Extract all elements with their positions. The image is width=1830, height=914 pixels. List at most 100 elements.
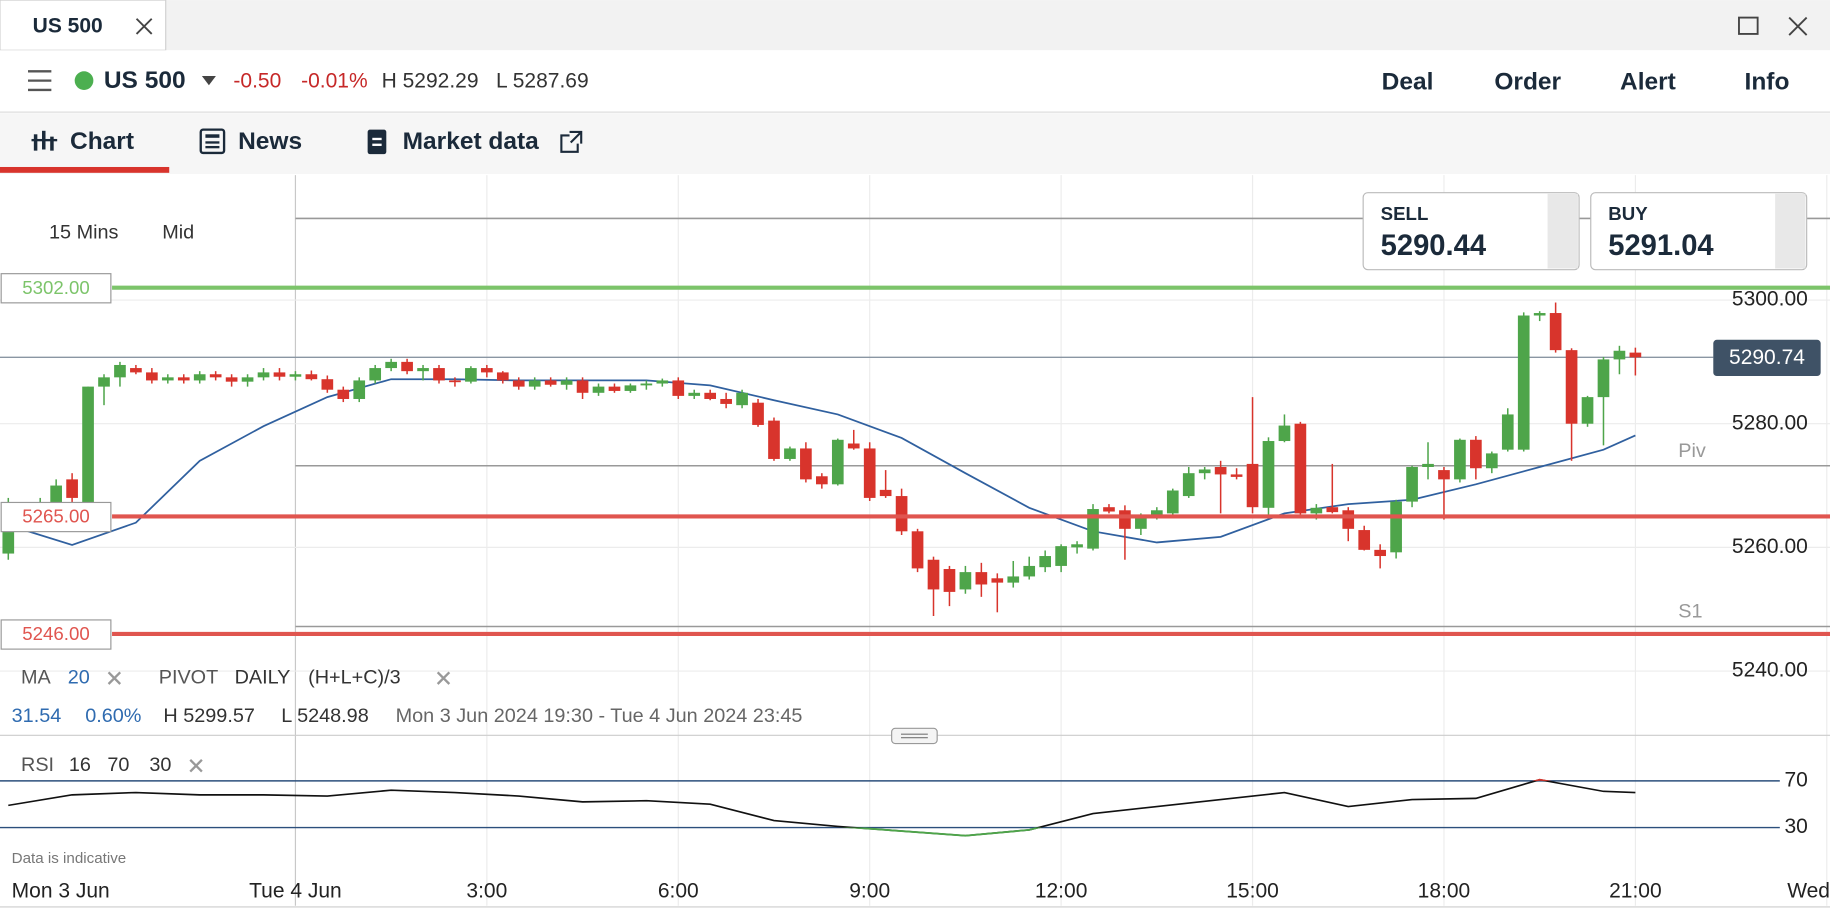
buy-button[interactable]: BUY 5291.04 — [1590, 192, 1808, 271]
change-pct: -0.01% — [301, 69, 368, 92]
remove-ma[interactable] — [107, 671, 122, 685]
candle-body — [576, 380, 589, 393]
maximize-button[interactable] — [1738, 16, 1759, 35]
candle-body — [1103, 507, 1115, 512]
candle-body — [1326, 507, 1339, 513]
candle-body — [927, 559, 940, 590]
candle-body — [481, 368, 493, 373]
x-tick-label: 12:00 — [1035, 879, 1088, 902]
candle-body — [50, 485, 62, 505]
market-status — [74, 71, 94, 90]
pivot-formula[interactable]: (H+L+C)/3 — [308, 666, 401, 688]
pivot-label: S1 — [1678, 601, 1702, 623]
candle-body — [257, 372, 270, 378]
y-tick-label: 5240.00 — [1732, 659, 1808, 682]
interval-selector[interactable]: 15 Mins — [49, 222, 119, 244]
candle-body — [1565, 350, 1578, 424]
candle-body — [193, 374, 206, 381]
candle-body — [1374, 549, 1386, 557]
candle-body — [321, 379, 334, 390]
candle-body — [1422, 463, 1434, 467]
candle-body — [1406, 466, 1418, 502]
pivot-period[interactable]: DAILY — [235, 666, 291, 688]
buy-price: 5291.04 — [1608, 230, 1714, 262]
candle-body — [624, 385, 637, 391]
candle-body — [1119, 510, 1131, 529]
candle-body — [1007, 576, 1020, 583]
order-button[interactable]: Order — [1494, 68, 1561, 95]
level-box — [0, 619, 112, 650]
candle-body — [640, 383, 653, 386]
last-price-label: 5290.74 — [1729, 346, 1805, 369]
instrument-name[interactable]: US 500 — [104, 67, 186, 94]
range-dates: Mon 3 Jun 2024 19:30 - Tue 4 Jun 2024 23… — [396, 705, 803, 727]
x-tick-label: 18:00 — [1418, 879, 1471, 902]
candle-body — [1071, 544, 1083, 548]
candle-body — [720, 398, 732, 404]
tab-bar — [0, 113, 1830, 174]
pivot-label: PIVOT — [159, 666, 219, 688]
market-data-tab[interactable]: Market data — [403, 128, 540, 155]
sell-box[interactable] — [1362, 192, 1580, 271]
close-button[interactable] — [1788, 16, 1808, 36]
remove-rsi[interactable] — [189, 759, 203, 773]
rsi-tick-label: 70 — [1784, 768, 1807, 791]
candle-body — [1629, 352, 1642, 358]
candle-body — [1055, 546, 1067, 566]
info-button[interactable]: Info — [1745, 68, 1790, 95]
candle-body — [465, 368, 477, 382]
candles — [2, 302, 1642, 617]
instrument-dropdown[interactable] — [201, 75, 216, 86]
price-chart: Tue 4 Jun 3:00 6:00 9:00 12:00 15:00 18:00 21:0… — [0, 175, 1830, 906]
candle-body — [2, 516, 15, 554]
candle-body — [1581, 397, 1594, 424]
candle-body — [672, 380, 685, 396]
x-tick-label: Tue 4 Jun — [249, 879, 342, 902]
last-price-tag — [1713, 339, 1821, 376]
ma-period[interactable]: 20 — [68, 666, 90, 688]
news-tab[interactable]: News — [238, 128, 302, 155]
candle-body — [1358, 530, 1371, 550]
range-high: H 5299.57 — [163, 705, 255, 727]
candle-body — [1517, 315, 1530, 450]
rsi-period[interactable]: 16 — [69, 754, 91, 776]
buy-box-side — [1775, 193, 1806, 269]
candle-body — [1278, 425, 1291, 442]
external-link-icon[interactable] — [560, 130, 583, 153]
level-label: 5302.00 — [22, 277, 89, 298]
candle-body — [1214, 466, 1227, 475]
candle-body — [991, 578, 1004, 583]
candle-body — [1501, 414, 1514, 450]
resize-handle[interactable] — [891, 727, 938, 745]
price-type-selector[interactable]: Mid — [162, 222, 194, 244]
candle-body — [1533, 313, 1546, 316]
title-bar — [0, 0, 1830, 51]
buy-box[interactable] — [1590, 192, 1808, 271]
pivot-label: Piv — [1678, 440, 1706, 462]
instrument-bar — [0, 50, 1830, 113]
menu-button[interactable] — [28, 70, 52, 92]
candle-body — [130, 368, 142, 373]
candle-body — [895, 496, 908, 532]
candle-body — [161, 377, 174, 381]
rsi-upper[interactable]: 70 — [107, 754, 129, 776]
deal-button[interactable]: Deal — [1382, 68, 1434, 95]
candle-body — [1182, 473, 1195, 497]
candle-body — [688, 392, 701, 396]
candle-body — [800, 448, 812, 480]
candle-body — [209, 374, 222, 378]
candle-body — [592, 386, 605, 393]
tab-close[interactable] — [135, 18, 153, 35]
remove-pivot[interactable] — [436, 671, 451, 685]
candle-body — [831, 439, 844, 485]
x-day-label: Mon 3 Jun — [12, 879, 110, 902]
window-tab[interactable] — [0, 0, 167, 51]
level-box — [0, 501, 112, 533]
rsi-lower[interactable]: 30 — [149, 754, 171, 776]
active-tab-indicator — [0, 166, 170, 173]
candle-body — [1342, 510, 1355, 529]
alert-button[interactable]: Alert — [1620, 68, 1676, 95]
candle-body — [401, 361, 413, 372]
sell-button[interactable]: SELL 5290.44 — [1362, 192, 1580, 271]
chart-tab[interactable]: Chart — [70, 128, 134, 155]
